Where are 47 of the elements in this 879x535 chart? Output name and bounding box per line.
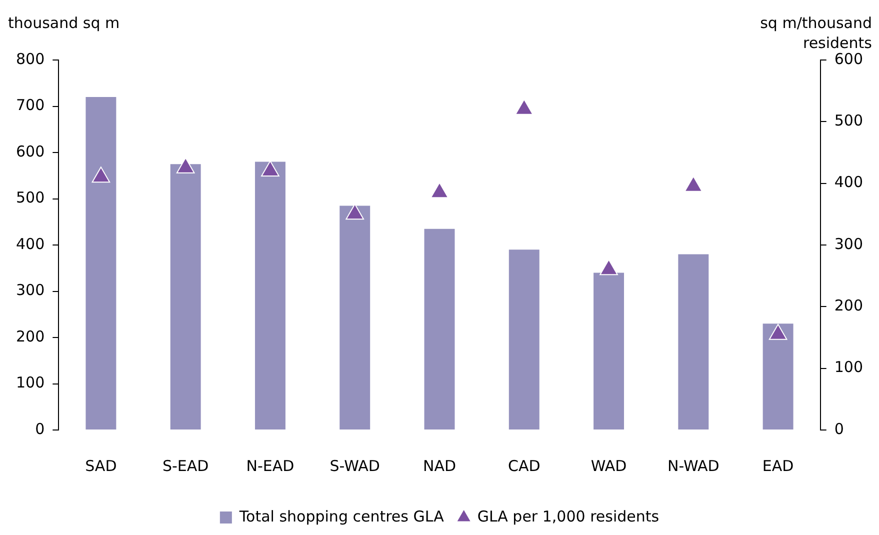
bar (340, 206, 370, 430)
bar (678, 254, 709, 430)
point (514, 98, 534, 115)
y2-tick-label: 0 (834, 420, 844, 438)
y-tick-label: 0 (35, 420, 45, 438)
bar (594, 272, 624, 430)
y2-tick-label: 200 (834, 296, 864, 315)
point (176, 157, 195, 174)
point (346, 204, 364, 220)
point (684, 176, 703, 192)
bar (86, 97, 116, 430)
x-tick-label: WAD (590, 456, 627, 475)
bar (424, 228, 455, 430)
point (92, 166, 110, 183)
bar (254, 162, 286, 430)
bar (170, 164, 201, 430)
x-tick-label: NAD (422, 456, 456, 475)
x-tick-label: SAD (85, 456, 117, 475)
x-tick-label: CAD (508, 456, 540, 475)
point (600, 259, 618, 276)
point (430, 182, 449, 198)
y-tick-label: 600 (16, 142, 45, 160)
y-tick-label: 100 (16, 374, 45, 392)
point (261, 160, 280, 176)
bar (762, 324, 794, 430)
x-tick-label: S-EAD (162, 456, 209, 475)
y2-tick-label: 600 (834, 50, 864, 68)
x-tick-label: S-WAD (330, 456, 380, 475)
y-tick-label: 500 (16, 188, 45, 207)
y2-tick-label: 400 (834, 173, 864, 192)
point (768, 324, 788, 340)
x-tick-label: N-EAD (246, 456, 294, 475)
y-axis-title: thousand sq m (8, 14, 120, 32)
y-tick-label: 700 (16, 96, 45, 114)
y-tick-label: 400 (16, 234, 45, 253)
x-tick-label: N-WAD (667, 456, 720, 475)
y-tick-label: 800 (16, 50, 45, 68)
y2-tick-label: 100 (834, 358, 864, 376)
y2-tick-label: 500 (834, 112, 864, 130)
y-tick-label: 200 (16, 327, 45, 346)
y2-tick-label: 300 (834, 234, 864, 253)
legend-label: GLA per 1,000 residents (477, 507, 660, 526)
bar (508, 250, 540, 430)
y2-axis-title: sq m/thousand residents (760, 14, 872, 52)
legend-label: Total shopping centres GLA (238, 507, 445, 526)
x-tick-label: EAD (762, 456, 794, 475)
y-tick-label: 300 (16, 281, 45, 300)
